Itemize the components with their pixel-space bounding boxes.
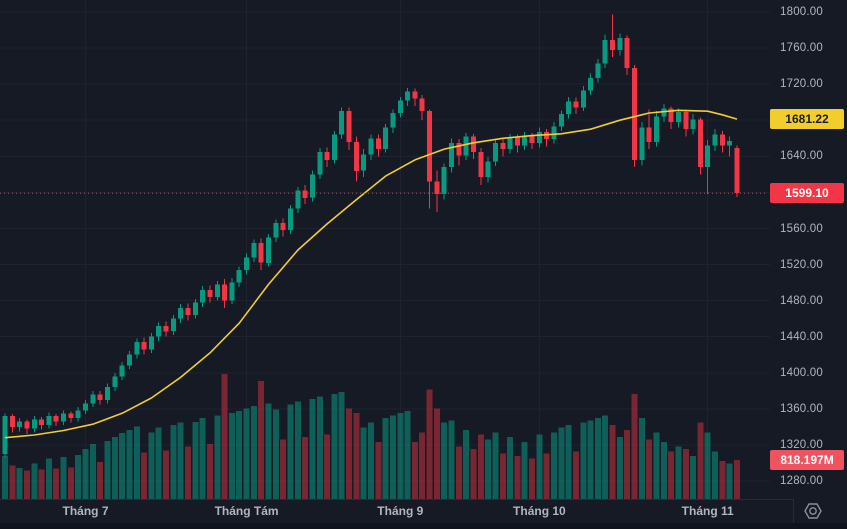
price-scale-tick-label: 1440.00	[780, 330, 823, 343]
time-axis-month-label: Tháng 10	[513, 504, 566, 518]
candles	[2, 14, 740, 458]
price-scale-tick-label: 1760.00	[780, 42, 823, 55]
volume-bars	[2, 374, 740, 499]
scale-settings-gear-icon[interactable]	[801, 500, 825, 522]
grid-horizontal	[0, 11, 770, 482]
price-scale-tick-label: 1400.00	[780, 366, 823, 379]
time-axis-month-label: Tháng Tám	[214, 504, 279, 518]
bottom-edge	[0, 523, 847, 529]
price-scale-tick-label: 1640.00	[780, 150, 823, 163]
price-scale-tick-label: 1560.00	[780, 222, 823, 235]
time-axis-month-label: Tháng 7	[62, 504, 109, 518]
ma-value-label: 1681.22	[770, 109, 844, 130]
time-axis-month-label: Tháng 11	[681, 504, 734, 518]
volume-value-label: 818.197M	[770, 450, 844, 470]
last-price-label: 1599.10	[770, 183, 844, 204]
price-scale-tick-label: 1360.00	[780, 402, 823, 415]
time-scale[interactable]: Tháng 7 Tháng Tám Tháng 9 Tháng 10 Tháng 11	[0, 499, 847, 523]
candlestick-chart[interactable]	[0, 0, 847, 499]
chart-pane[interactable]	[0, 0, 847, 499]
price-scale-tick-label: 1320.00	[780, 438, 823, 451]
price-scale-tick-label: 1280.00	[780, 475, 823, 487]
time-axis-month-label: Tháng 9	[377, 504, 424, 518]
price-scale-tick-label: 1520.00	[780, 258, 823, 271]
time-scale-separator	[793, 499, 794, 523]
price-scale-tick-label: 1480.00	[780, 294, 823, 307]
price-scale-tick-label: 1720.00	[780, 78, 823, 91]
ma-line	[4, 109, 738, 439]
time-scale-border	[0, 499, 794, 500]
price-scale-tick-label: 1800.00	[780, 6, 823, 18]
